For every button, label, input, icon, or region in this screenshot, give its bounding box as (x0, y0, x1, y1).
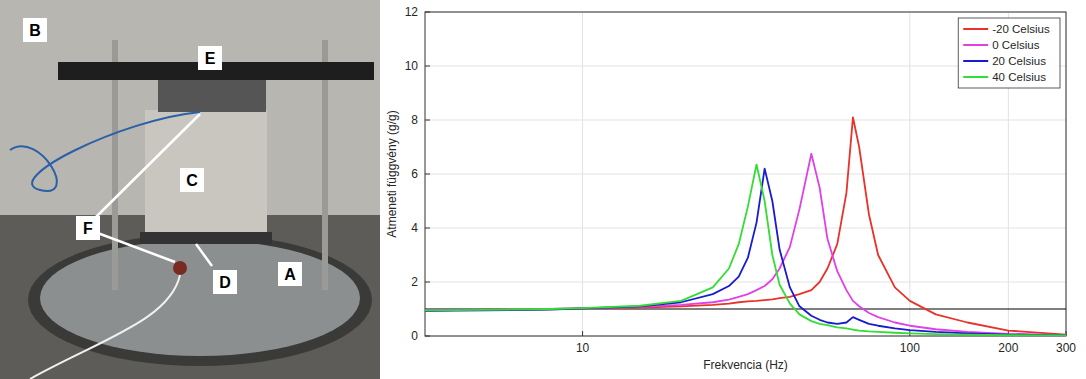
legend-swatch (963, 44, 988, 46)
tick (425, 120, 430, 121)
arrow (196, 244, 212, 266)
chart: 0 2 4 6 8 10 12 10 100 200 300 Frekvencia (Hz) Atmen… (385, 5, 1076, 372)
tick-label: 300 (1056, 341, 1076, 355)
tick (582, 331, 583, 336)
rubber-pad (140, 232, 272, 244)
photo-label: A (284, 266, 296, 283)
tick-label: 10 (576, 341, 590, 355)
top-pad (158, 80, 266, 112)
tick (425, 282, 430, 283)
legend-label: -20 Celsius (992, 23, 1050, 35)
axis-title: Atmeneti függvény (g/g) (385, 110, 399, 237)
arrow (95, 114, 200, 218)
legend: -20 Celsius 0 Celsius 20 Celsius 40 Celsius (958, 18, 1060, 88)
photo-label-box (198, 46, 222, 70)
legend-swatch (963, 76, 988, 78)
table-rim (28, 234, 372, 366)
photo-label-box (76, 216, 100, 240)
legend-label: 20 Celsius (992, 55, 1046, 67)
tick-label: 6 (411, 167, 418, 181)
photo-label: D (219, 274, 231, 291)
arrow (95, 232, 175, 262)
tick (425, 174, 430, 175)
plot-area (425, 12, 1066, 336)
shake-table (40, 240, 360, 356)
tick-label: 200 (998, 341, 1018, 355)
grid-line (582, 12, 583, 336)
photo-label-box (180, 168, 204, 192)
sensor (173, 261, 187, 275)
sensor-cable (10, 112, 200, 191)
legend-label: 40 Celsius (992, 71, 1046, 83)
photo-label-box (23, 18, 47, 42)
series-line (425, 169, 1066, 336)
tick-label: 8 (411, 113, 418, 127)
tick-label: 0 (411, 329, 418, 343)
legend-swatch (963, 60, 988, 62)
plot-frame (425, 12, 1066, 336)
grid-line (425, 228, 1066, 229)
legend-box (958, 18, 1060, 88)
legend-label: 0 Celsius (992, 39, 1040, 51)
axis-title: Frekvencia (Hz) (703, 358, 788, 372)
tick (425, 228, 430, 229)
photo-label: B (29, 22, 41, 39)
tick-label: 12 (405, 5, 419, 19)
figure: A B C D E F 0 2 4 6 8 10 12 10 100 200 300 Frekvencia (Hz… (0, 0, 1086, 379)
grid-line (425, 120, 1066, 121)
tick-label: 2 (411, 275, 418, 289)
photo-panel: A B C D E F (0, 0, 380, 379)
grid-line (425, 282, 1066, 283)
series-line (425, 154, 1066, 335)
tick (425, 66, 430, 67)
grid-line (425, 174, 1066, 175)
concrete-block (145, 110, 267, 235)
grid-line (909, 12, 910, 336)
photo-label: C (186, 172, 198, 189)
tick-label: 10 (405, 59, 419, 73)
tick-label: 4 (411, 221, 418, 235)
photo-background (0, 0, 380, 379)
photo-label-box (213, 270, 237, 294)
marks (425, 117, 1066, 335)
series-line (425, 165, 1066, 336)
photo-label: E (205, 50, 216, 67)
tick-label: 100 (900, 341, 920, 355)
sensor-cable (30, 275, 180, 379)
legend-swatch (963, 28, 988, 30)
photo-label: F (83, 220, 93, 237)
series-line (425, 117, 1066, 334)
photo-label-box (278, 262, 302, 286)
